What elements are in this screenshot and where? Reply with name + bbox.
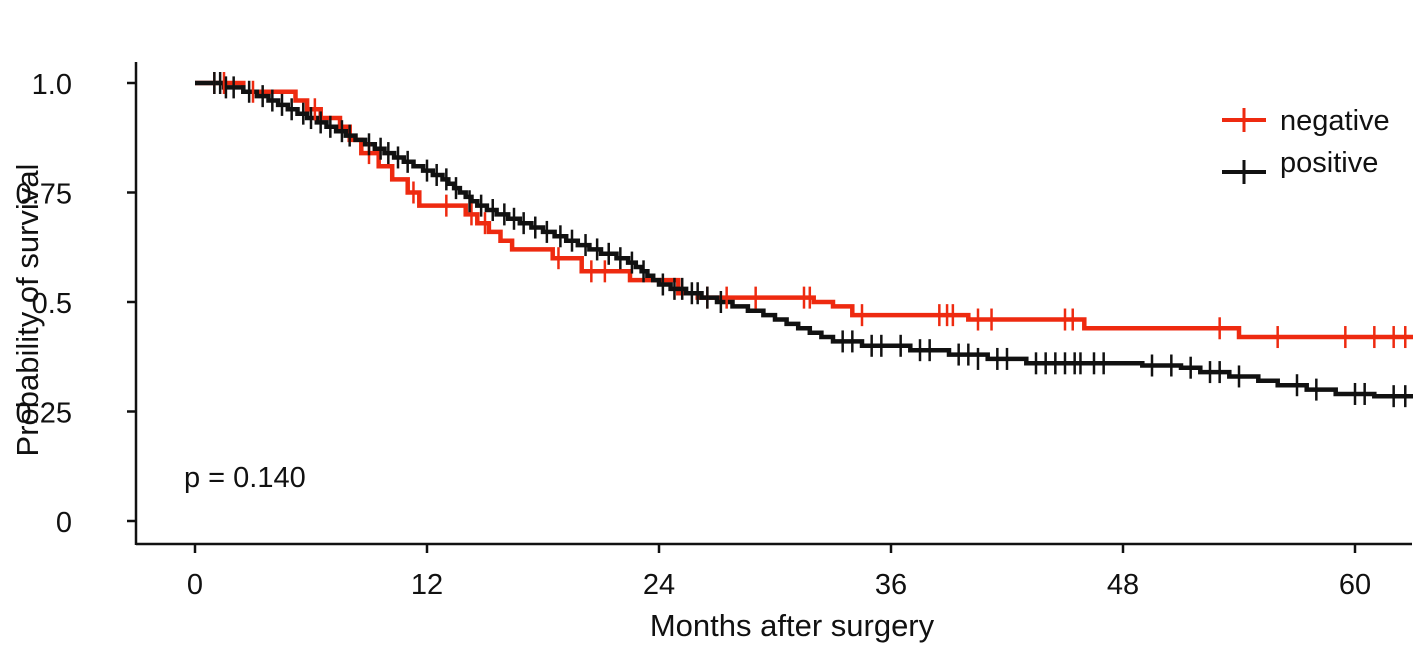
y-tick-label: 1.0	[32, 69, 72, 101]
y-tick-label: 0	[56, 507, 72, 539]
y-axis-ticks: 0 0.25 0.5 0.75 1.0	[16, 69, 136, 539]
censor-marks	[213, 72, 1407, 408]
x-tick-label: 60	[1339, 569, 1371, 601]
x-tick-label: 24	[643, 569, 675, 601]
survival-curve-positive	[195, 80, 1413, 399]
x-axis-ticks: 0 12 24 36 48 60	[187, 544, 1371, 601]
legend-label-negative: negative	[1280, 105, 1390, 137]
legend: negative positive	[1222, 105, 1390, 184]
y-axis-title: Probability of survival	[10, 164, 45, 457]
x-tick-label: 36	[875, 569, 907, 601]
p-value-annotation: p = 0.140	[184, 462, 306, 494]
legend-item-positive: positive	[1222, 147, 1378, 184]
y-tick-label: 0.75	[16, 179, 72, 211]
y-tick-label: 0.5	[32, 288, 72, 320]
x-axis-title: Months after surgery	[650, 608, 935, 643]
x-tick-label: 0	[187, 569, 203, 601]
survival-curve-negative	[195, 80, 1413, 340]
x-tick-label: 12	[411, 569, 443, 601]
y-tick-label: 0.25	[16, 398, 72, 430]
x-tick-label: 48	[1107, 569, 1139, 601]
legend-label-positive: positive	[1280, 147, 1378, 179]
survival-curves	[195, 80, 1413, 399]
legend-item-negative: negative	[1222, 105, 1390, 137]
